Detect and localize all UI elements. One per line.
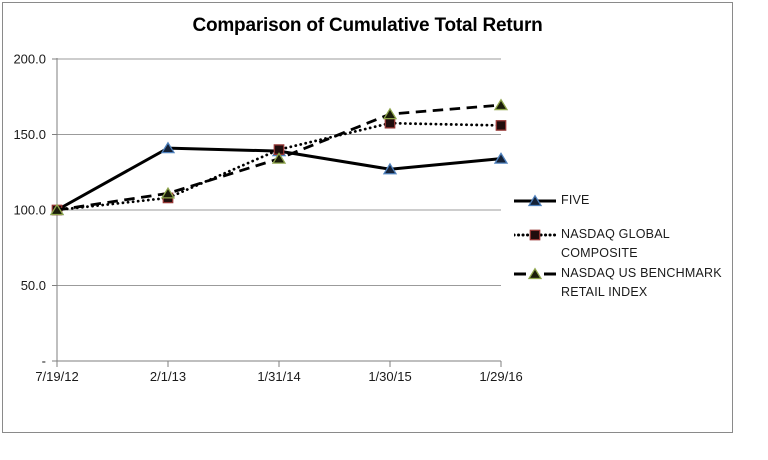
legend-item-five: FIVE (514, 191, 590, 210)
series-marker (495, 120, 507, 131)
legend-item-nasdaq-us-benchmark-retail-index: NASDAQ US BENCHMARK RETAIL INDEX (514, 264, 729, 302)
y-tick-label: 100.0 (13, 203, 46, 218)
y-tick-label: 50.0 (21, 278, 46, 293)
x-tick-label: 1/30/15 (368, 369, 411, 384)
series-line (55, 121, 503, 212)
legend-label: FIVE (561, 193, 590, 207)
series-marker (493, 152, 509, 164)
legend-label: NASDAQ GLOBAL COMPOSITE (561, 227, 670, 260)
legend-solid-line-triangle-icon (514, 193, 556, 206)
legend-item-nasdaq-global-composite: NASDAQ GLOBAL COMPOSITE (514, 225, 729, 263)
y-tick-label: 200.0 (13, 52, 46, 67)
legend-dotted-line-square-icon (514, 229, 556, 240)
x-tick-label: 1/31/14 (257, 369, 300, 384)
series-marker (49, 203, 65, 216)
legend-marker (529, 229, 541, 240)
y-tick-label: 150.0 (13, 127, 46, 142)
x-tick-label: 1/29/16 (479, 369, 522, 384)
y-tick-label: - (42, 354, 46, 369)
legend-dashed-line-triangle-icon (514, 266, 556, 279)
series-marker (160, 186, 176, 199)
series-marker (382, 162, 398, 175)
series-marker (493, 98, 509, 111)
chart-title: Comparison of Cumulative Total Return (192, 15, 543, 36)
x-tick-label: 2/1/13 (150, 369, 186, 384)
series-marker (384, 117, 396, 129)
legend-label: NASDAQ US BENCHMARK RETAIL INDEX (561, 266, 722, 299)
legend-marker (527, 266, 543, 279)
series-marker (271, 152, 287, 164)
series-marker (382, 107, 398, 120)
legend-marker (527, 193, 543, 206)
x-tick-label: 7/19/12 (35, 369, 78, 384)
series-marker (160, 141, 176, 154)
